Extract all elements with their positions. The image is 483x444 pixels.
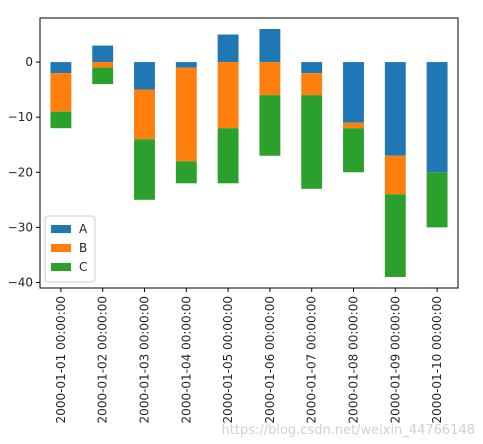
y-tick-label: −20 bbox=[8, 165, 33, 179]
x-tick-label: 2000-01-05 00:00:00 bbox=[221, 296, 235, 423]
bar-B-4 bbox=[175, 67, 197, 162]
bar-C-6 bbox=[259, 95, 281, 156]
legend-label-B: B bbox=[79, 241, 87, 255]
legend-swatch-B bbox=[51, 244, 71, 252]
legend-label-A: A bbox=[79, 222, 88, 236]
bar-B-8 bbox=[343, 122, 364, 129]
x-tick-label: 2000-01-03 00:00:00 bbox=[138, 296, 152, 423]
bar-B-1 bbox=[50, 73, 72, 112]
bar-B-5 bbox=[217, 62, 239, 129]
bar-C-9 bbox=[384, 194, 406, 277]
watermark: https://blog.csdn.net/weixin_44766148 bbox=[221, 423, 475, 438]
bar-B-7 bbox=[301, 73, 323, 96]
bar-A-5 bbox=[217, 34, 239, 63]
bar-C-2 bbox=[92, 67, 114, 85]
bar-A-1 bbox=[50, 62, 72, 74]
bar-A-2 bbox=[92, 45, 114, 63]
bar-C-1 bbox=[50, 111, 72, 129]
x-tick-label: 2000-01-10 00:00:00 bbox=[430, 296, 444, 423]
bar-A-3 bbox=[134, 62, 155, 90]
bar-A-4 bbox=[175, 62, 197, 68]
bar-A-7 bbox=[301, 62, 323, 74]
x-tick-label: 2000-01-04 00:00:00 bbox=[179, 296, 193, 423]
bar-C-5 bbox=[217, 128, 239, 184]
bar-C-3 bbox=[134, 139, 155, 200]
bar-C-8 bbox=[343, 128, 364, 173]
bar-B-9 bbox=[384, 155, 406, 195]
bar-C-10 bbox=[426, 172, 448, 228]
bar-B-6 bbox=[259, 62, 281, 96]
bar-A-9 bbox=[384, 62, 406, 156]
x-tick-label: 2000-01-01 00:00:00 bbox=[54, 296, 68, 423]
legend-swatch-C bbox=[51, 263, 71, 271]
y-tick-label: −40 bbox=[8, 275, 33, 289]
bar-C-7 bbox=[301, 95, 323, 189]
bar-C-4 bbox=[175, 161, 197, 184]
legend-swatch-A bbox=[51, 225, 71, 233]
bar-B-3 bbox=[134, 89, 155, 140]
x-tick-label: 2000-01-08 00:00:00 bbox=[347, 296, 361, 423]
legend-label-C: C bbox=[79, 260, 87, 274]
bar-A-6 bbox=[259, 29, 281, 63]
bar-B-2 bbox=[92, 62, 114, 68]
x-tick-label: 2000-01-06 00:00:00 bbox=[263, 296, 277, 423]
x-tick-label: 2000-01-09 00:00:00 bbox=[388, 296, 402, 423]
x-tick-label: 2000-01-02 00:00:00 bbox=[96, 296, 110, 423]
bar-A-10 bbox=[426, 62, 448, 173]
x-tick-label: 2000-01-07 00:00:00 bbox=[305, 296, 319, 423]
y-tick-label: −30 bbox=[8, 220, 33, 234]
plot-frame bbox=[39, 17, 459, 289]
bar-A-8 bbox=[343, 62, 364, 123]
y-tick-label: 0 bbox=[25, 55, 33, 69]
y-tick-label: −10 bbox=[8, 110, 33, 124]
